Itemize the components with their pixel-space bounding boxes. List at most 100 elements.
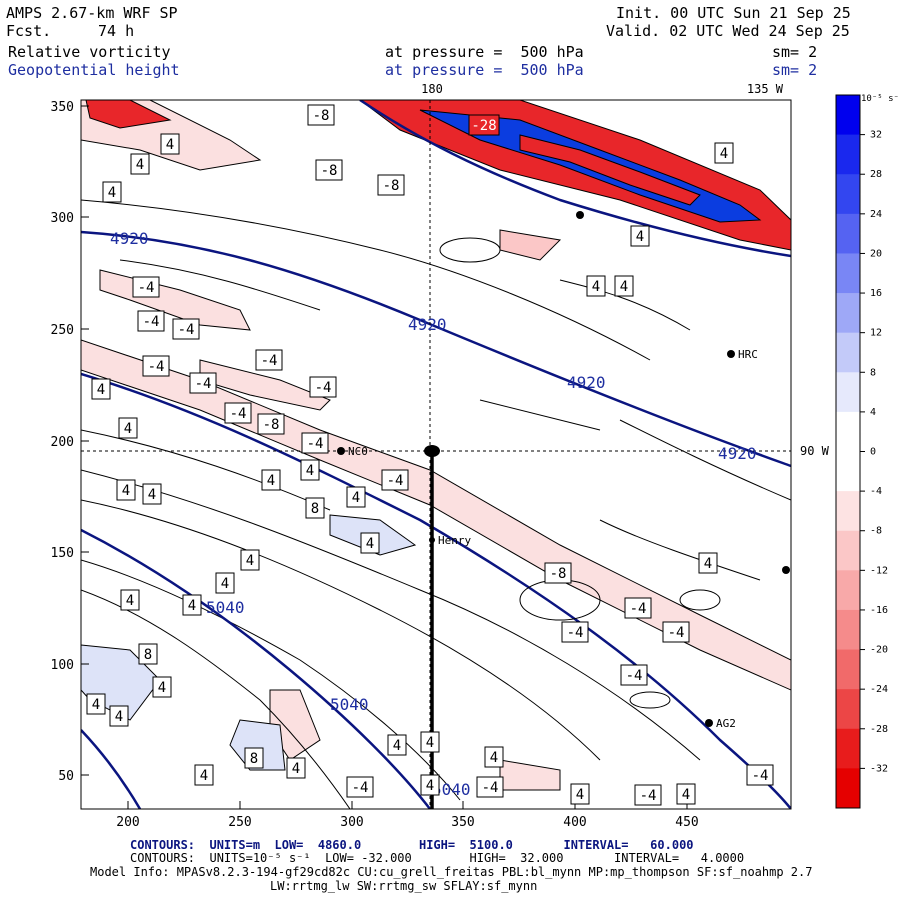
vorticity-label: -8	[544, 562, 572, 584]
vorticity-label-text: 4	[108, 185, 116, 201]
valid-time: Valid. 02 UTC Wed 24 Sep 25	[606, 22, 850, 40]
vorticity-label: 4	[86, 693, 106, 715]
vorticity-label-text: -4	[195, 376, 212, 392]
x-axis-labels: 200 250 300 350 400 450	[116, 815, 698, 830]
vorticity-label: -4	[132, 276, 160, 298]
vorticity-label: 4	[182, 594, 202, 616]
vorticity-label-text: 4	[704, 556, 712, 572]
vorticity-label-text: 4	[636, 229, 644, 245]
x-tick-label: 200	[116, 815, 139, 830]
vorticity-label: 4	[118, 417, 138, 439]
vorticity-label-text: 4	[221, 576, 229, 592]
vorticity-label-text: -4	[752, 768, 769, 784]
vorticity-label-text: 4	[393, 738, 401, 754]
vorticity-label-text: -4	[307, 436, 324, 452]
vorticity-label: 4	[676, 783, 696, 805]
vorticity-label-text: 4	[97, 382, 105, 398]
vorticity-label-text: -4	[143, 314, 160, 330]
x-tick-label: 300	[340, 815, 363, 830]
station-label: HRC	[738, 348, 758, 361]
vorticity-label: 4	[102, 181, 122, 203]
vorticity-label-text: 4	[92, 697, 100, 713]
vorticity-label: -4	[142, 355, 170, 377]
vorticity-label-text: -8	[263, 417, 280, 433]
colorbar-swatch	[836, 530, 860, 571]
colorbar-unit: 10⁻⁵ s⁻¹	[861, 94, 900, 104]
vorticity-label: -8	[307, 104, 335, 126]
meridian-label-135w: 135 W	[747, 82, 784, 96]
vorticity-label: -4	[346, 776, 374, 798]
vorticity-label-text: 4	[352, 490, 360, 506]
vorticity-label-text: -4	[482, 780, 499, 796]
station-marker	[337, 447, 345, 455]
colorbar-swatch	[836, 95, 860, 136]
vorticity-label: 4	[420, 774, 440, 796]
footer-model-info-2: LW:rrtmg_lw SW:rrtmg_sw SFLAY:sf_mynn	[270, 879, 538, 893]
vorticity-label: 4	[300, 459, 320, 481]
vorticity-label-text: -4	[630, 601, 647, 617]
footer-model-info: Model Info: MPASv8.2.3-194-gf29cd82c CU:…	[90, 865, 813, 879]
vorticity-label: 4	[586, 275, 606, 297]
vorticity-label-text: -4	[138, 280, 155, 296]
y-tick-label: 300	[51, 211, 74, 226]
pole-marker	[424, 445, 440, 457]
vorticity-label: -4	[255, 349, 283, 371]
vorticity-label-text: 4	[122, 483, 130, 499]
vorticity-label: -4	[301, 432, 329, 454]
vorticity-label: 4	[346, 486, 366, 508]
pressure-height: at pressure = 500 hPa	[385, 61, 584, 79]
colorbar-label: -24	[870, 684, 888, 695]
vorticity-label-text: 8	[144, 647, 152, 663]
station-marker	[727, 350, 735, 358]
colorbar-swatch	[836, 372, 860, 413]
height-label: 5040	[330, 695, 369, 714]
x-tick-label: 450	[675, 815, 698, 830]
vorticity-label: -4	[381, 469, 409, 491]
height-label: 5040	[432, 780, 471, 799]
vorticity-label: -4	[189, 372, 217, 394]
field-height: Geopotential height	[8, 61, 180, 79]
vorticity-label-text: 4	[426, 778, 434, 794]
vorticity-label: 4	[698, 552, 718, 574]
vorticity-label: 4	[387, 734, 407, 756]
vorticity-label-text: -4	[668, 625, 685, 641]
vorticity-label-text: 4	[267, 473, 275, 489]
vorticity-label-text: 4	[136, 157, 144, 173]
colorbar-swatch	[836, 253, 860, 294]
vorticity-label-text: -4	[261, 353, 278, 369]
vorticity-label: 8	[138, 643, 158, 665]
y-tick-label: 250	[51, 323, 74, 338]
station-label: NC0	[348, 445, 368, 458]
vorticity-label-text: 4	[188, 598, 196, 614]
colorbar-swatch	[836, 213, 860, 254]
vorticity-label-text: -8	[313, 108, 330, 124]
vorticity-label-text: 4	[592, 279, 600, 295]
y-tick-label: 150	[51, 546, 74, 561]
axis-ticks	[81, 105, 688, 809]
vorticity-label: -4	[662, 621, 690, 643]
meridian-label-180: 180	[421, 82, 443, 96]
vorticity-label-text: 4	[246, 553, 254, 569]
vorticity-label-text: 4	[115, 709, 123, 725]
vorticity-label: -4	[620, 664, 648, 686]
colorbar-label: -16	[870, 605, 888, 616]
vorticity-label: -8	[377, 174, 405, 196]
colorbar-label: 4	[870, 407, 876, 418]
vorticity-label-text: 4	[126, 593, 134, 609]
colorbar-label: -28	[870, 724, 888, 735]
vorticity-label-text: 4	[166, 137, 174, 153]
colorbar-label: -20	[870, 645, 888, 656]
forecast-hour: 74 h	[98, 22, 135, 40]
vorticity-label-text: 4	[682, 787, 690, 803]
vorticity-label: -8	[257, 413, 285, 435]
height-label: 4920	[110, 229, 149, 248]
vorticity-label-text: -8	[321, 163, 338, 179]
vorticity-label: 4	[120, 589, 140, 611]
vorticity-label-text: 4	[306, 463, 314, 479]
colorbar-label: -8	[870, 526, 882, 537]
y-axis-labels: 350 300 250 200 150 100 50	[51, 100, 74, 784]
vorticity-label: -4	[224, 402, 252, 424]
vorticity-label-text: -4	[626, 668, 643, 684]
vorticity-label: -4	[634, 784, 662, 806]
vorticity-label: 4	[240, 549, 260, 571]
